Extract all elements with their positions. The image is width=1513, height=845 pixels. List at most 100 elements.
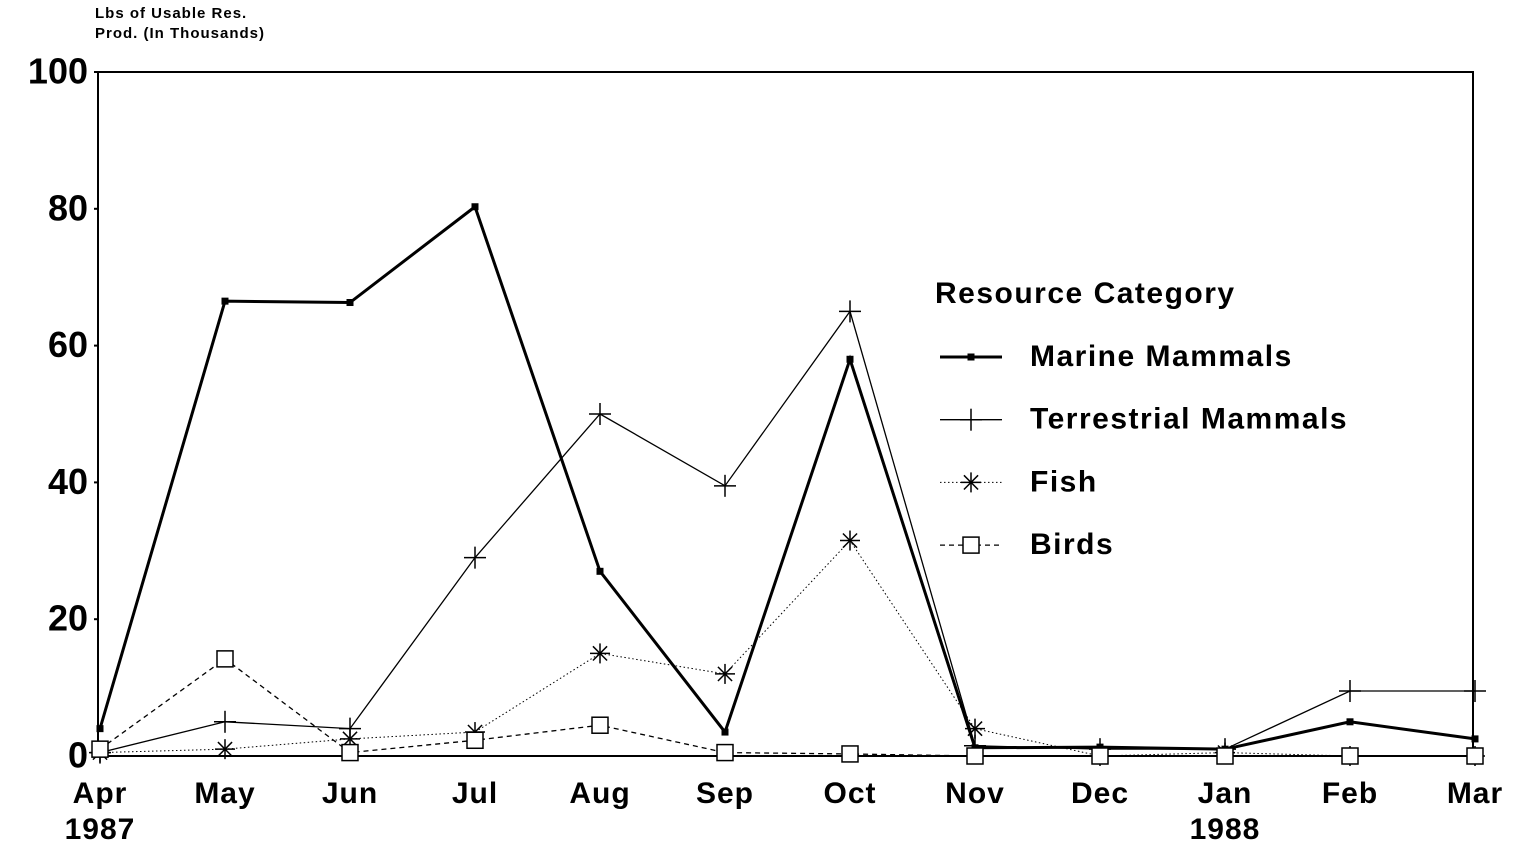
data-point-part [466, 731, 484, 750]
data-point-part [1346, 718, 1354, 726]
data-point [466, 731, 484, 750]
data-point-part [721, 728, 729, 736]
legend-marker [962, 536, 980, 554]
data-point-part [1466, 747, 1484, 765]
y-axis-label: Lbs of Usable Res. [95, 5, 247, 22]
x-tick-label: Nov [945, 777, 1005, 810]
series-line [99, 658, 1475, 757]
data-point [221, 297, 229, 305]
y-tick-label: 60 [48, 324, 88, 365]
data-point [471, 203, 479, 211]
data-point-part [596, 567, 604, 575]
data-point [346, 299, 354, 307]
data-point-part [966, 747, 984, 765]
legend-label: Marine Mammals [1030, 340, 1293, 373]
series-line [98, 204, 1476, 751]
legend-label: Birds [1030, 528, 1114, 561]
plot-frame [97, 71, 1474, 757]
data-point-part [717, 666, 733, 682]
data-point-part [221, 297, 229, 305]
legend-label: Terrestrial Mammals [1030, 403, 1348, 436]
data-point-part [1471, 735, 1479, 743]
data-point-part [346, 299, 354, 307]
data-point [1216, 747, 1234, 765]
data-point-part [216, 650, 234, 668]
x-tick-label: Mar [1447, 777, 1503, 810]
data-point [1346, 718, 1354, 726]
x-tick-label: Feb [1322, 777, 1378, 810]
y-tick-label: 20 [48, 598, 88, 639]
data-point-part [217, 741, 233, 757]
data-point [464, 546, 486, 569]
data-point [966, 747, 984, 765]
data-point [214, 710, 236, 733]
y-tick-label: 40 [48, 461, 88, 502]
legend-label: Fish [1030, 465, 1098, 498]
data-point-part [1341, 747, 1359, 765]
data-point [716, 743, 734, 762]
data-point-part [341, 743, 359, 762]
legend-marker [961, 472, 981, 493]
data-point [1471, 735, 1479, 743]
data-point [841, 745, 859, 763]
data-point [839, 300, 861, 323]
y-tick-label: 0 [68, 735, 88, 776]
data-point-part [591, 716, 609, 734]
data-point-part [96, 725, 104, 733]
data-point [590, 643, 610, 664]
legend-marker-part [967, 353, 975, 361]
series-line [99, 539, 1475, 757]
data-point-part [1216, 747, 1234, 765]
data-point-part [91, 740, 109, 758]
data-point [715, 663, 735, 684]
x-tick-label: Jul [452, 777, 498, 810]
data-point-part [967, 721, 983, 737]
data-point [91, 740, 109, 758]
data-point-part [716, 743, 734, 762]
legend-title: Resource Category [935, 277, 1236, 310]
data-point [96, 725, 104, 733]
data-point [596, 567, 604, 575]
y-axis-label: Prod. (In Thousands) [95, 25, 265, 42]
y-tick-label: 100 [28, 51, 88, 92]
data-point [216, 650, 234, 668]
data-point-part [471, 203, 479, 211]
x-tick-label: Oct [823, 777, 876, 810]
x-year-label: 1988 [1190, 813, 1261, 845]
x-tick-label: Jan [1198, 777, 1253, 810]
data-point [1341, 747, 1359, 765]
data-point [589, 403, 611, 425]
data-point [1464, 680, 1486, 703]
x-tick-label: Dec [1071, 777, 1129, 810]
data-point [1091, 747, 1109, 765]
data-point-part [592, 645, 608, 662]
x-year-label: 1987 [65, 813, 136, 845]
data-point [846, 355, 854, 363]
data-point-part [342, 731, 358, 747]
legend-marker [960, 408, 982, 431]
x-tick-label: Apr [73, 777, 128, 810]
x-tick-label: Jun [322, 777, 378, 810]
data-point [1466, 747, 1484, 765]
series-line [99, 309, 1475, 754]
data-point-part [842, 532, 858, 549]
x-tick-label: Sep [696, 777, 754, 810]
x-tick-label: Aug [569, 777, 630, 810]
legend-marker-part [963, 474, 979, 491]
legend-marker [967, 353, 975, 361]
y-tick-label: 80 [48, 187, 88, 228]
data-point [1339, 680, 1361, 703]
data-point-part [846, 355, 854, 363]
data-point [714, 474, 736, 497]
data-point [215, 739, 235, 760]
data-point [965, 718, 985, 739]
legend-marker-part [962, 536, 980, 554]
data-point [721, 728, 729, 736]
data-point-part [841, 745, 859, 763]
data-point [840, 530, 860, 551]
data-point [591, 716, 609, 734]
data-point-part [1091, 747, 1109, 765]
x-tick-label: May [194, 777, 255, 810]
data-point [341, 743, 359, 762]
